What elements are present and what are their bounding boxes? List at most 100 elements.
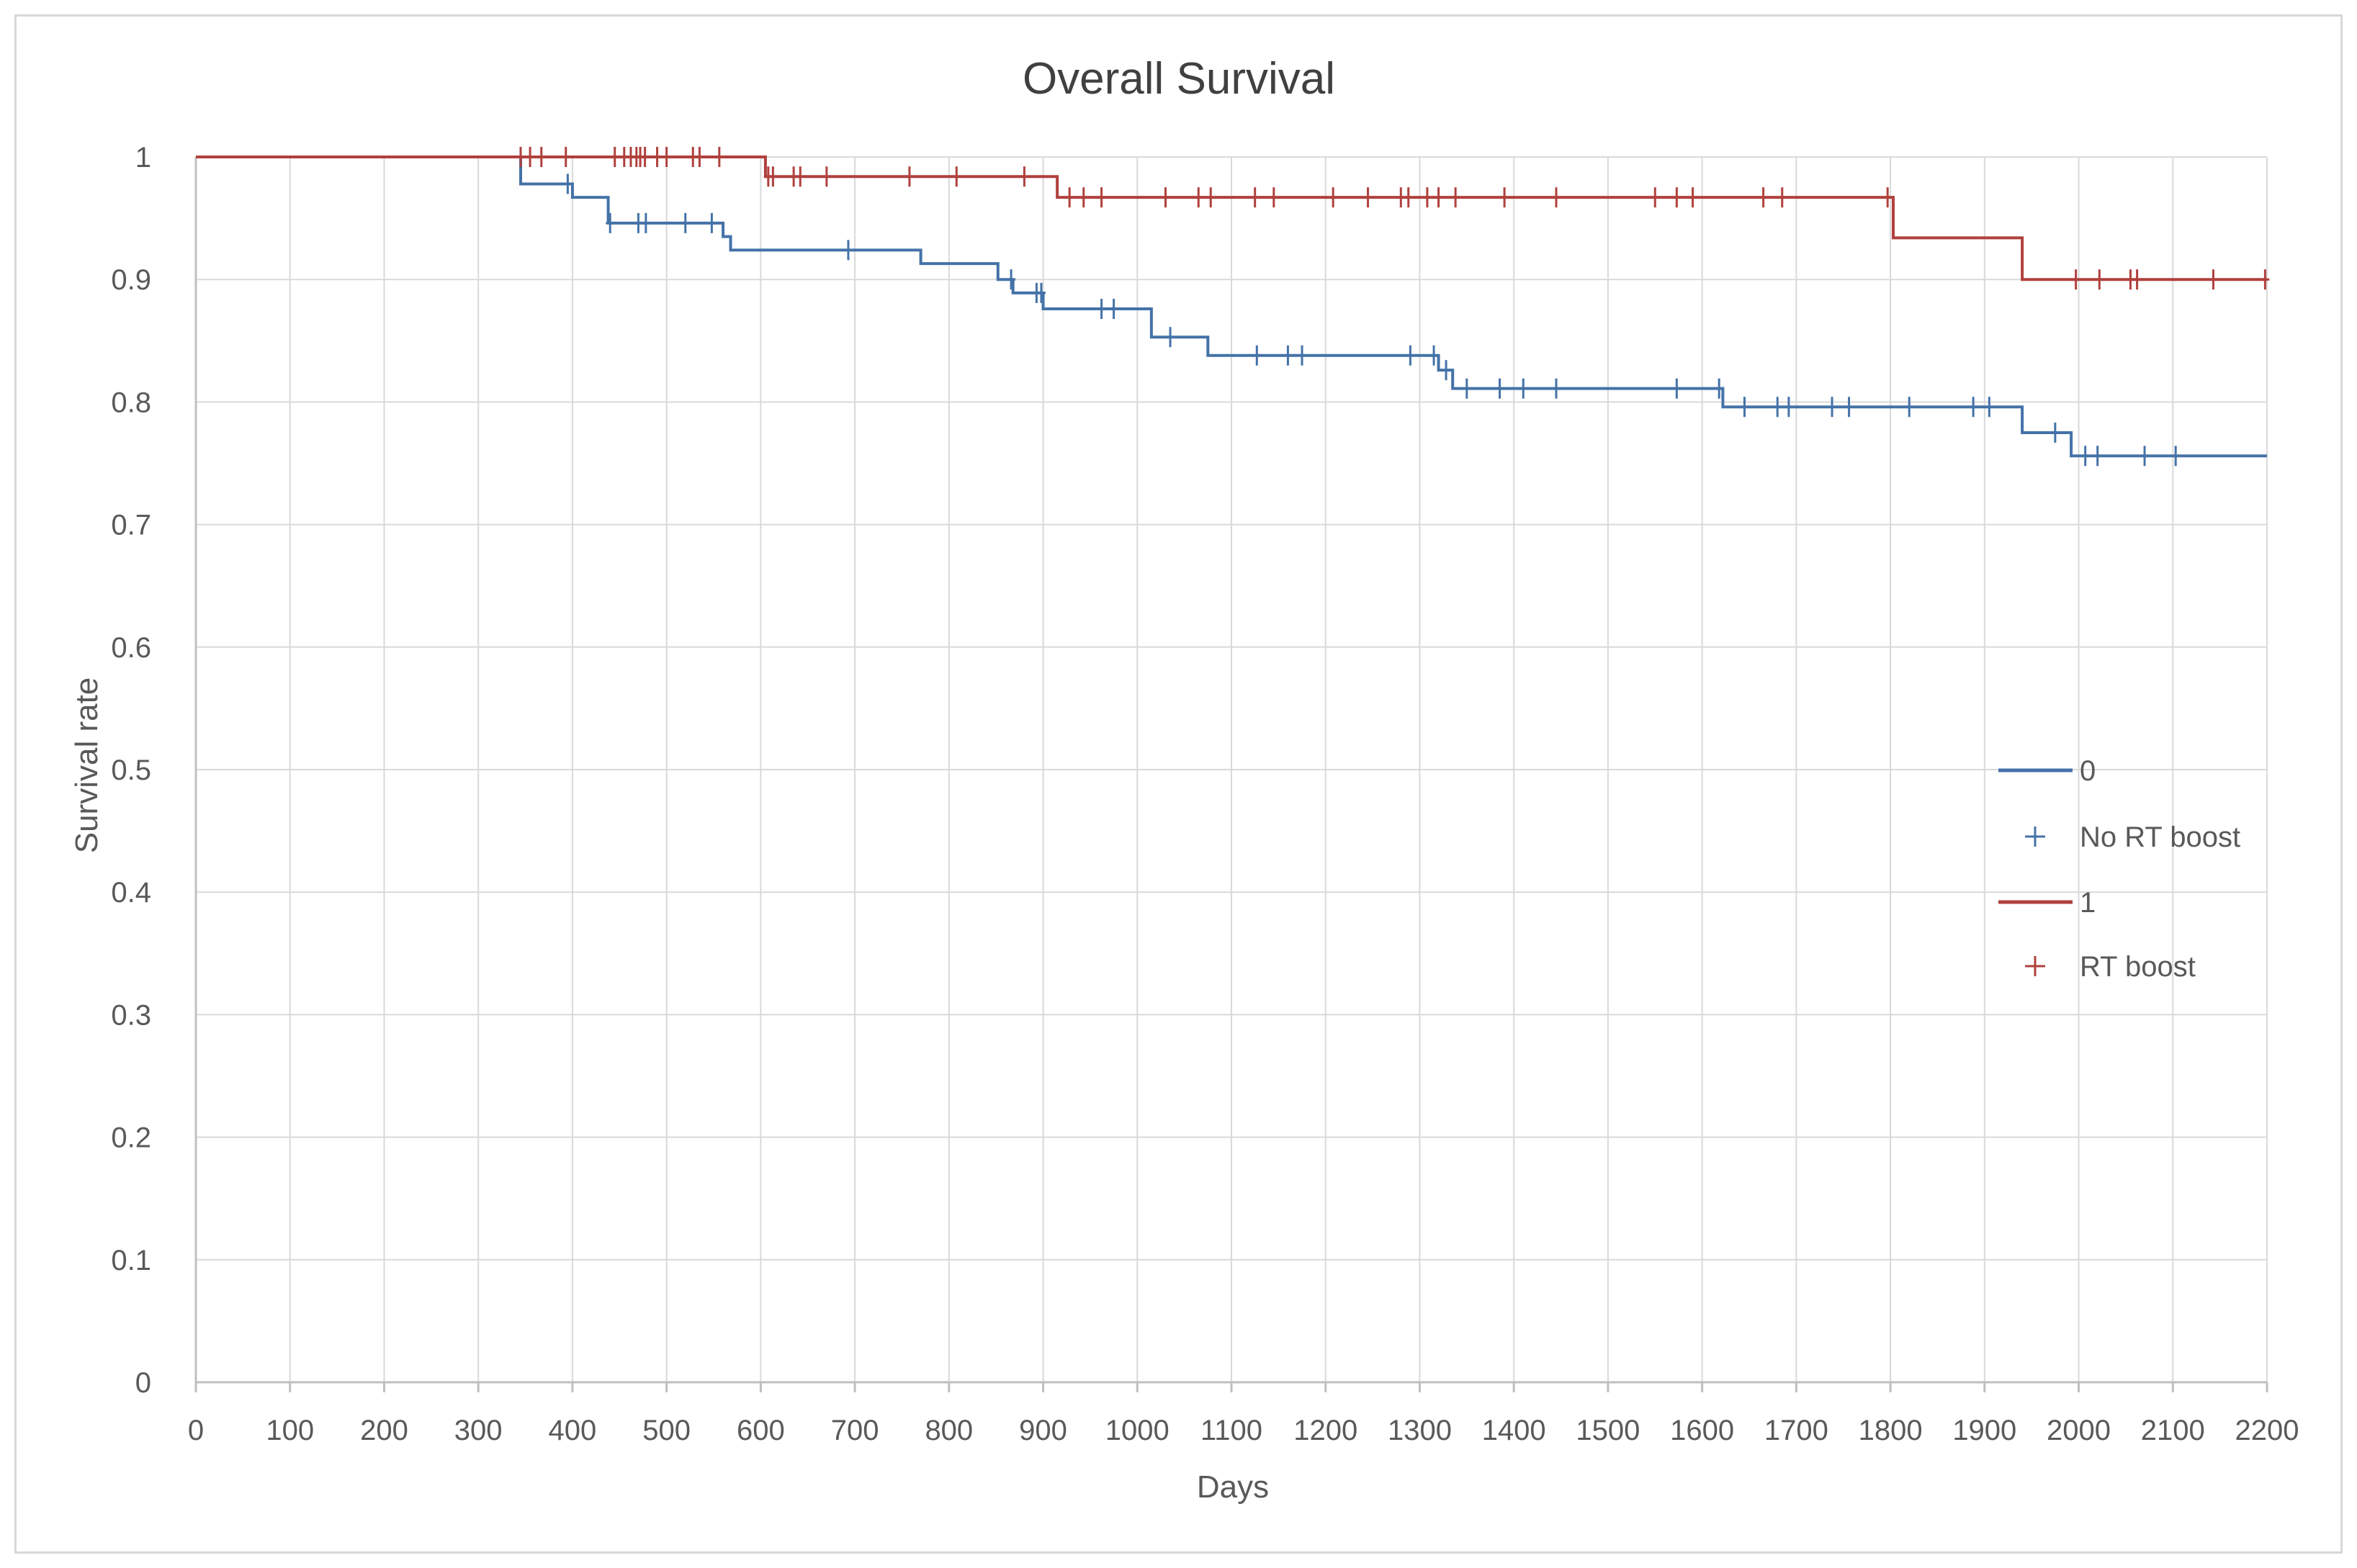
censor-mark [2095,269,2104,290]
x-tick-label: 600 [737,1415,785,1446]
censor-mark [843,240,853,261]
legend-label-1: 1 [2080,887,2096,919]
censor-mark [1329,187,1338,208]
series-line-0 [196,156,2267,458]
x-tick-label: 0 [188,1415,204,1446]
gridlines [196,156,2268,1382]
censor-mark [952,166,961,187]
censor-mark [1020,166,1029,187]
censor-mark [2132,269,2142,290]
x-tick-label: 300 [454,1415,503,1446]
censor-mark [1404,187,1413,208]
x-tick-label: 1300 [1388,1415,1452,1446]
censor-mark [1422,187,1432,208]
series-0 [196,156,2267,467]
censor-mark [606,212,615,233]
chart-frame [14,14,2343,1554]
censor-mark [1969,397,1978,418]
censor-mark [2093,446,2102,467]
axes [194,157,2268,1392]
y-tick-labels: 0 0.1 0.2 0.3 0.4 0.5 0.6 0.7 0.8 0.9 1 [111,142,151,1399]
censor-mark [681,212,690,233]
censor-mark [634,212,643,233]
legend-censor-marker-1 [2025,956,2045,976]
censor-mark [1495,378,1504,399]
legend-label-0: 0 [2080,755,2096,787]
censor-mark [1462,378,1471,399]
censor-mark [1672,187,1682,208]
censor-mark [1252,345,1262,366]
x-tick-label: 2100 [2141,1415,2205,1446]
censor-mark [1036,282,1046,303]
censor-mark [1759,187,1768,208]
censor-mark [2140,446,2150,467]
censor-mark [1883,187,1893,208]
censor-mark [1434,187,1443,208]
x-tick-label: 800 [925,1415,973,1446]
censor-mark [1688,187,1697,208]
censor-mark [526,147,535,167]
legend-censor-marker-0 [2025,826,2045,847]
x-tick-label: 100 [266,1415,314,1446]
censor-mark [1406,345,1415,366]
x-tick-label: 1800 [1859,1415,1923,1446]
censor-mark [1442,360,1451,381]
x-tick-label: 1100 [1200,1415,1262,1446]
censor-mark [1905,397,1914,418]
censor-mark [1429,345,1439,366]
y-tick-label: 0 [135,1367,151,1399]
censor-mark [1715,378,1724,399]
y-tick-label: 0.4 [111,877,151,909]
censor-mark [641,212,650,233]
censor-mark [1283,345,1293,366]
censor-mark [2171,446,2181,467]
x-tick-label: 200 [360,1415,408,1446]
y-tick-label: 0.3 [111,999,151,1031]
censor-mark [707,212,717,233]
censor-mark [652,147,662,167]
legend-censor-label-0: No RT boost [2080,821,2240,853]
censor-mark [1828,397,1837,418]
censor-mark [1194,187,1203,208]
x-tick-label: 2000 [2047,1415,2111,1446]
x-tick-labels: 0 100 200 300 400 500 600 700 800 900 1000 1100 1200… [188,1415,2299,1446]
censor-mark [904,166,914,187]
censor-mark [2071,269,2080,290]
censor-mark [1672,378,1682,399]
y-tick-label: 0.9 [111,264,151,296]
censor-mark [2080,446,2090,467]
censor-mark [662,147,671,167]
censor-mark [1844,397,1854,418]
censor-mark [1651,187,1660,208]
censor-mark [2261,269,2270,290]
x-tick-label: 500 [642,1415,691,1446]
x-tick-label: 1600 [1670,1415,1734,1446]
censor-mark [1396,187,1406,208]
series-line-1 [196,156,2267,281]
series-layer [196,147,2270,467]
x-tick-label: 900 [1019,1415,1067,1446]
legend-censor-label-1: RT boost [2080,951,2196,983]
x-tick-label: 1900 [1952,1415,2016,1446]
censor-mark [796,166,805,187]
censor-mark [1079,187,1088,208]
chart-title: Overall Survival [1023,54,1335,104]
censor-mark [1784,397,1793,418]
censor-mark [640,147,650,167]
censor-mark [822,166,831,187]
censor-mark [1552,187,1561,208]
censor-mark [1097,187,1106,208]
censor-mark [1740,397,1749,418]
censor-mark [1519,378,1528,399]
censor-mark [1777,187,1787,208]
x-tick-label: 1700 [1764,1415,1828,1446]
censor-mark [2209,269,2218,290]
x-tick-label: 2200 [2235,1415,2299,1446]
x-tick-label: 1200 [1293,1415,1357,1446]
censor-mark [1007,269,1016,290]
censor-mark [1985,397,1994,418]
series-1 [196,147,2270,290]
censor-mark [1773,397,1782,418]
y-tick-label: 1 [135,142,151,174]
